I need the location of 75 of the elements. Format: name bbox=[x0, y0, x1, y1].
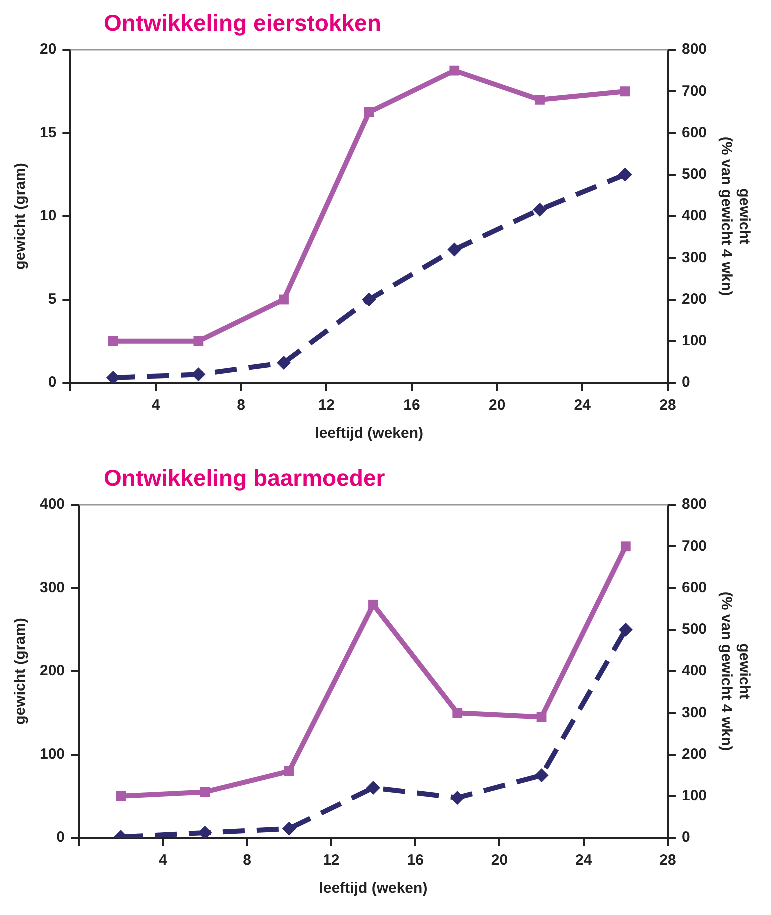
point bbox=[277, 356, 291, 370]
x-tick-label: 28 bbox=[660, 852, 676, 870]
point bbox=[620, 542, 631, 552]
y-tick-label: 0 bbox=[48, 374, 57, 392]
point bbox=[452, 708, 463, 718]
point bbox=[192, 368, 206, 382]
y-axis-title: gewicht (gram) bbox=[12, 618, 30, 725]
x-tick-label: 4 bbox=[152, 397, 161, 414]
y2-tick-label: 0 bbox=[682, 374, 690, 392]
x-tick-label: 20 bbox=[491, 852, 508, 870]
y2-tick-label: 200 bbox=[682, 746, 708, 763]
point bbox=[366, 781, 380, 796]
x-tick-label: 12 bbox=[323, 852, 340, 870]
y-tick-label: 20 bbox=[40, 41, 57, 58]
x-tick-label: 4 bbox=[158, 852, 168, 870]
chart-title: Ontwikkeling eierstokken bbox=[104, 10, 382, 37]
x-tick-label: 16 bbox=[407, 852, 424, 870]
x-tick-label: 16 bbox=[404, 397, 420, 414]
y2-tick-label: 500 bbox=[682, 166, 708, 184]
x-tick-label: 8 bbox=[243, 852, 252, 870]
point bbox=[618, 168, 632, 182]
y2-tick-label: 300 bbox=[682, 249, 708, 266]
x-tick-label: 24 bbox=[574, 397, 592, 414]
y-tick-label: 200 bbox=[40, 662, 66, 680]
y-tick-label: 0 bbox=[56, 829, 66, 846]
y2-tick-label: 100 bbox=[682, 788, 708, 805]
y2-tick-label: 0 bbox=[682, 829, 690, 846]
y-tick-label: 100 bbox=[40, 746, 66, 763]
y2-tick-label: 400 bbox=[682, 208, 708, 225]
x-axis-title: leeftijd (weken) bbox=[319, 880, 428, 898]
x-tick-label: 20 bbox=[488, 397, 506, 414]
point bbox=[535, 95, 545, 105]
x-tick-label: 24 bbox=[575, 852, 593, 870]
point bbox=[450, 66, 460, 76]
point bbox=[448, 242, 462, 257]
point bbox=[284, 766, 294, 776]
point bbox=[116, 791, 126, 802]
point bbox=[534, 768, 549, 783]
point bbox=[200, 787, 210, 798]
point bbox=[450, 791, 465, 806]
point bbox=[279, 294, 289, 305]
y2-tick-label: 300 bbox=[682, 704, 708, 722]
y2-tick-label: 700 bbox=[682, 82, 708, 100]
point bbox=[532, 202, 547, 217]
y2-tick-label: 600 bbox=[682, 579, 708, 596]
point bbox=[536, 712, 547, 722]
y-tick-label: 5 bbox=[48, 290, 57, 308]
point bbox=[362, 292, 376, 307]
point bbox=[282, 822, 296, 836]
y-tick-label: 400 bbox=[40, 496, 66, 514]
x-axis-title: leeftijd (weken) bbox=[315, 425, 424, 442]
y-tick-label: 300 bbox=[40, 579, 66, 596]
y2-tick-label: 100 bbox=[682, 332, 708, 350]
point bbox=[620, 86, 630, 97]
y2-tick-label: 200 bbox=[682, 290, 708, 308]
y2-tick-label: 700 bbox=[682, 538, 708, 555]
y-tick-label: 15 bbox=[40, 124, 57, 142]
y2-tick-label: 400 bbox=[682, 662, 708, 680]
y-axis-title: gewicht (gram) bbox=[12, 163, 30, 270]
y-tick-label: 10 bbox=[40, 208, 57, 225]
y2-tick-label: 800 bbox=[682, 41, 708, 58]
point bbox=[368, 600, 378, 610]
chart-title: Ontwikkeling baarmoeder bbox=[104, 465, 386, 492]
x-tick-label: 12 bbox=[318, 397, 336, 414]
x-tick-label: 8 bbox=[237, 397, 246, 414]
point bbox=[194, 336, 204, 346]
point bbox=[108, 336, 118, 346]
y2-axis-title: gewicht (% van gewicht 4 wkn) bbox=[718, 592, 753, 752]
point bbox=[618, 622, 633, 637]
point bbox=[364, 107, 374, 118]
y2-tick-label: 500 bbox=[682, 621, 708, 638]
y2-axis-title: gewicht (% van gewicht 4 wkn) bbox=[718, 136, 753, 296]
y2-tick-label: 800 bbox=[682, 496, 708, 514]
x-tick-label: 28 bbox=[660, 397, 676, 414]
y2-tick-label: 600 bbox=[682, 124, 708, 142]
